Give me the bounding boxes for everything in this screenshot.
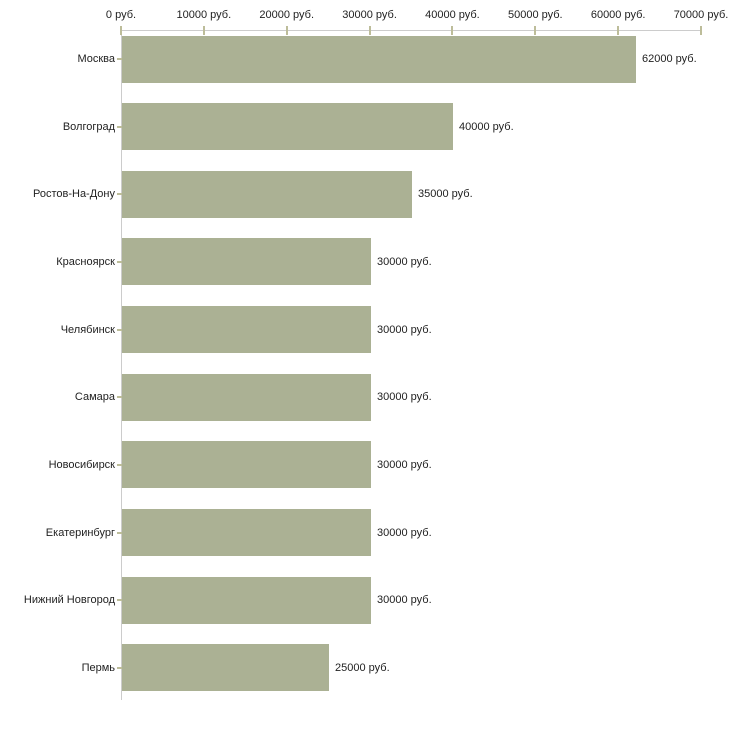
x-axis-tick-label: 30000 руб. [342, 9, 397, 21]
value-label: 30000 руб. [377, 458, 432, 471]
category-label: Новосибирск [48, 458, 115, 471]
bar [122, 644, 329, 691]
bar [122, 441, 371, 488]
category-label: Нижний Новгород [23, 594, 115, 607]
bar [122, 306, 371, 353]
y-axis-tick-mark [117, 58, 125, 60]
y-axis-tick-mark [117, 599, 125, 602]
value-label: 25000 руб. [335, 661, 390, 674]
value-label: 30000 руб. [377, 594, 432, 607]
category-label: Челябинск [60, 323, 115, 336]
category-label: Волгоград [62, 120, 115, 133]
bar [122, 374, 371, 421]
x-axis-tick-label: 50000 руб. [507, 9, 563, 21]
y-axis-tick-mark [117, 396, 125, 399]
x-axis-tick-mark [617, 26, 620, 35]
y-axis-tick-mark [117, 125, 125, 128]
value-label: 62000 руб. [642, 53, 697, 65]
x-axis-tick-label: 0 руб. [105, 9, 137, 21]
y-axis-tick-mark [117, 463, 125, 466]
category-label: Москва [77, 53, 115, 65]
value-label: 30000 руб. [377, 323, 432, 336]
x-axis-tick-label: 70000 руб. [673, 9, 729, 21]
x-axis-tick-mark [120, 26, 122, 35]
y-axis-tick-mark [117, 328, 125, 331]
y-axis-tick-mark [117, 260, 125, 263]
value-label: 30000 руб. [377, 526, 432, 539]
value-label: 40000 руб. [459, 120, 514, 133]
category-label: Самара [74, 391, 115, 404]
bar [122, 238, 371, 285]
x-axis-tick-mark [534, 26, 537, 35]
y-axis-line [121, 30, 122, 700]
value-label: 35000 руб. [418, 188, 473, 201]
category-label: Красноярск [56, 255, 115, 268]
x-axis-tick-mark [700, 26, 702, 35]
x-axis-tick-mark [368, 26, 371, 35]
x-axis-tick-label: 10000 руб. [176, 9, 232, 21]
x-axis-tick-mark [202, 26, 205, 35]
bar [122, 103, 453, 150]
x-axis-tick-mark [285, 26, 288, 35]
value-label: 30000 руб. [377, 255, 432, 268]
y-axis-tick-mark [117, 531, 125, 534]
category-label: Пермь [81, 661, 115, 674]
y-axis-tick-mark [117, 193, 125, 196]
y-axis-tick-mark [117, 666, 125, 669]
x-axis-tick-label: 60000 руб. [590, 9, 646, 21]
bar [122, 171, 412, 218]
x-axis-tick-label: 40000 руб. [425, 9, 480, 21]
x-axis-tick-mark [451, 26, 454, 35]
category-label: Екатеринбург [45, 526, 115, 539]
x-axis-line [121, 30, 701, 31]
value-label: 30000 руб. [377, 391, 432, 404]
bar [122, 36, 636, 83]
bar [122, 577, 371, 624]
x-axis-tick-label: 20000 руб. [259, 9, 315, 21]
bar [122, 509, 371, 556]
category-label: Ростов-На-Дону [32, 188, 115, 201]
